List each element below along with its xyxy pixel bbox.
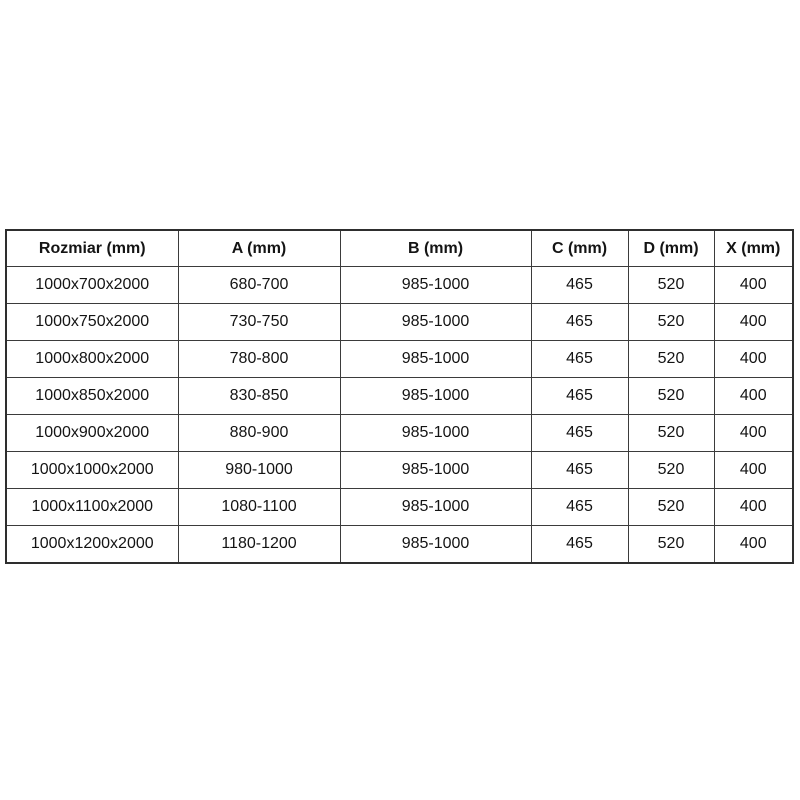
table-cell: 520 — [627, 340, 715, 378]
table-body: 1000x700x2000 680-700 985-1000 465 520 400 100… — [5, 266, 794, 564]
table-cell: 520 — [627, 414, 715, 452]
table-cell: 985-1000 — [339, 377, 532, 415]
table-cell: 1000x700x2000 — [5, 266, 179, 304]
table-cell: 400 — [713, 525, 794, 564]
table-cell: 680-700 — [177, 266, 341, 304]
column-header: B (mm) — [339, 229, 532, 267]
table-cell: 520 — [627, 488, 715, 526]
table-cell: 400 — [713, 303, 794, 341]
table-cell: 1000x900x2000 — [5, 414, 179, 452]
table-cell: 1000x1200x2000 — [5, 525, 179, 564]
column-header: A (mm) — [177, 229, 341, 267]
table-cell: 520 — [627, 266, 715, 304]
table-cell: 1080-1100 — [177, 488, 341, 526]
table-cell: 985-1000 — [339, 340, 532, 378]
table-cell: 400 — [713, 451, 794, 489]
table-cell: 465 — [530, 303, 629, 341]
table-cell: 465 — [530, 451, 629, 489]
table-cell: 830-850 — [177, 377, 341, 415]
table-cell: 520 — [627, 377, 715, 415]
table-row: 1000x700x2000 680-700 985-1000 465 520 400 — [5, 266, 794, 304]
table-cell: 465 — [530, 414, 629, 452]
size-spec-table-container: Rozmiar (mm) A (mm) B (mm) C (mm) D (mm) X (m… — [5, 229, 794, 564]
table-cell: 465 — [530, 525, 629, 564]
table-row: 1000x900x2000 880-900 985-1000 465 520 400 — [5, 414, 794, 452]
table-cell: 985-1000 — [339, 488, 532, 526]
table-row: 1000x850x2000 830-850 985-1000 465 520 400 — [5, 377, 794, 415]
table-cell: 985-1000 — [339, 266, 532, 304]
table-header: Rozmiar (mm) A (mm) B (mm) C (mm) D (mm) X (m… — [5, 229, 794, 267]
table-cell: 520 — [627, 451, 715, 489]
table-cell: 465 — [530, 377, 629, 415]
table-cell: 400 — [713, 488, 794, 526]
table-cell: 1000x750x2000 — [5, 303, 179, 341]
table-cell: 985-1000 — [339, 451, 532, 489]
table-row: 1000x1200x2000 1180-1200 985-1000 465 520 400 — [5, 525, 794, 564]
column-header: Rozmiar (mm) — [5, 229, 179, 267]
table-cell: 400 — [713, 377, 794, 415]
table-cell: 985-1000 — [339, 414, 532, 452]
column-header: D (mm) — [627, 229, 715, 267]
table-row: 1000x800x2000 780-800 985-1000 465 520 400 — [5, 340, 794, 378]
table-cell: 520 — [627, 303, 715, 341]
table-cell: 400 — [713, 266, 794, 304]
table-cell: 1000x1100x2000 — [5, 488, 179, 526]
table-cell: 985-1000 — [339, 525, 532, 564]
header-row: Rozmiar (mm) A (mm) B (mm) C (mm) D (mm) X (m… — [5, 229, 794, 267]
table-cell: 880-900 — [177, 414, 341, 452]
table-cell: 465 — [530, 266, 629, 304]
table-cell: 980-1000 — [177, 451, 341, 489]
table-cell: 1000x850x2000 — [5, 377, 179, 415]
column-header: X (mm) — [713, 229, 794, 267]
table-row: 1000x1100x2000 1080-1100 985-1000 465 520 400 — [5, 488, 794, 526]
table-row: 1000x1000x2000 980-1000 985-1000 465 520 400 — [5, 451, 794, 489]
column-header: C (mm) — [530, 229, 629, 267]
table-cell: 520 — [627, 525, 715, 564]
table-cell: 400 — [713, 414, 794, 452]
table-cell: 465 — [530, 488, 629, 526]
table-row: 1000x750x2000 730-750 985-1000 465 520 400 — [5, 303, 794, 341]
table-cell: 985-1000 — [339, 303, 532, 341]
table-cell: 730-750 — [177, 303, 341, 341]
size-spec-table: Rozmiar (mm) A (mm) B (mm) C (mm) D (mm) X (m… — [5, 229, 794, 564]
table-cell: 1000x1000x2000 — [5, 451, 179, 489]
table-cell: 465 — [530, 340, 629, 378]
table-cell: 400 — [713, 340, 794, 378]
table-cell: 780-800 — [177, 340, 341, 378]
table-cell: 1180-1200 — [177, 525, 341, 564]
table-cell: 1000x800x2000 — [5, 340, 179, 378]
